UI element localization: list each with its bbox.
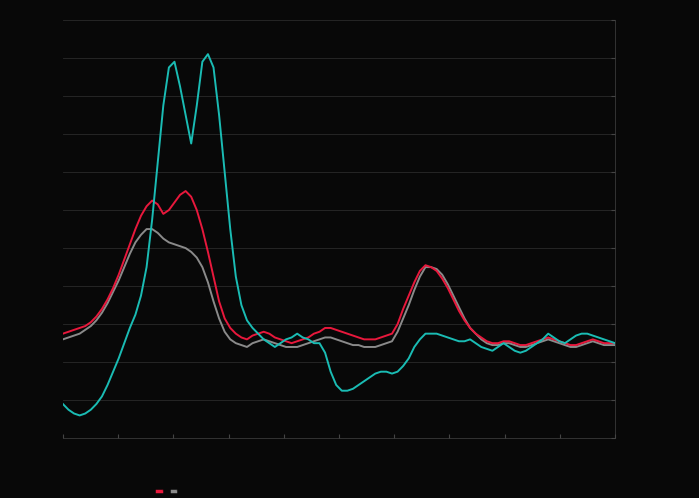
Legend: ——, ——: ——, —— (157, 491, 179, 492)
